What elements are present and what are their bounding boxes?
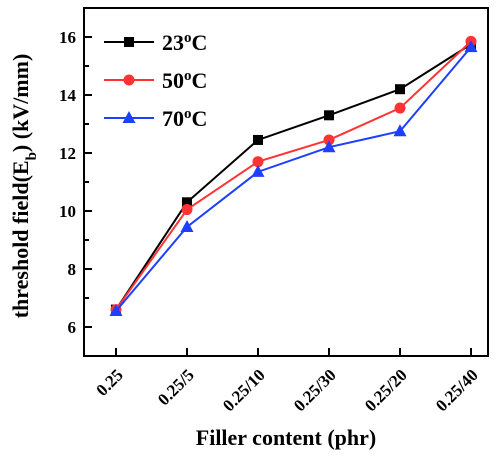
legend-label: 50oC [162,68,207,93]
data-point [180,219,194,232]
data-point [253,134,263,145]
data-point [252,156,264,168]
x-tick-label: 0.25/20 [361,365,411,415]
data-point [464,40,478,53]
legend-label-value: 70 [162,106,184,131]
y-tick-label: 14 [59,86,77,105]
x-axis: 0.25 0.25/5 0.25/10 0.25/30 0.25/20 0.25/40 [92,348,482,415]
legend-entry: 70oC [104,106,207,131]
legend-label-degree: o [184,30,192,46]
y-axis-title: threshold field(Eb) (kV/mm) [8,54,40,319]
data-point [323,134,335,146]
data-point [182,197,192,208]
data-point [395,84,405,95]
plot-area [109,35,478,317]
legend-label-degree: o [184,106,192,122]
series-2 [109,40,478,317]
y-axis-title-subscript: b [24,152,40,160]
legend-label: 23oC [162,30,207,55]
legend-label-unit: C [192,68,208,93]
series-line [115,46,472,312]
legend-label-unit: C [192,106,208,131]
data-point [181,204,193,216]
data-point [109,304,123,317]
x-tick-label: 0.25 [92,365,126,399]
y-tick-label: 12 [59,144,76,163]
legend-label-unit: C [192,30,208,55]
y-axis: 6 8 10 12 14 16 [59,28,92,357]
legend-entry: 50oC [104,68,207,93]
y-tick-label: 6 [68,318,77,337]
y-tick-label: 8 [68,260,77,279]
data-point [322,140,336,153]
y-axis-title-prefix: threshold field(E [8,160,33,318]
legend-label: 70oC [162,106,207,131]
legend-marker [124,37,134,47]
data-point [324,110,334,121]
legend-marker [122,111,136,123]
data-point [394,102,406,114]
y-tick-label: 10 [59,202,76,221]
legend-label-value: 50 [162,68,184,93]
legend-label-value: 23 [162,30,184,55]
y-tick-label: 16 [59,28,76,47]
data-point [393,124,407,137]
x-tick-label: 0.25/40 [432,365,482,415]
data-point [251,164,265,177]
legend-marker [123,74,135,86]
series-line [115,43,472,311]
legend-label-degree: o [184,68,192,84]
x-tick-label: 0.25/30 [290,365,340,415]
x-tick-label: 0.25/10 [219,365,269,415]
legend-entry: 23oC [104,30,207,55]
series-line [115,40,472,311]
x-tick-label: 0.25/5 [154,365,198,409]
plot-frame [83,7,489,357]
y-axis-title-suffix: ) (kV/mm) [8,54,33,152]
x-axis-title: Filler content (phr) [196,425,376,450]
